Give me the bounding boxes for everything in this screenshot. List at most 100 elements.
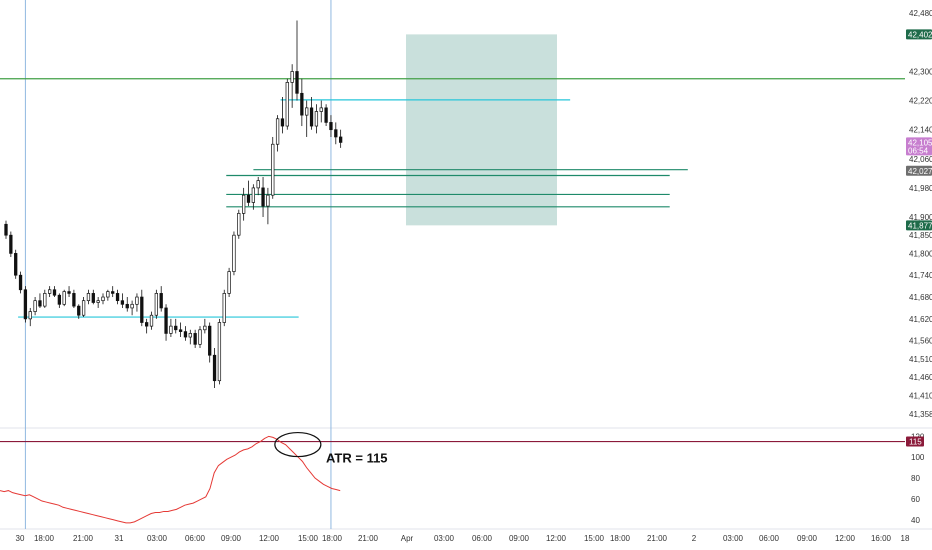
atr-value-badge-label: 115	[909, 438, 922, 447]
price-tick-label: 42,220	[909, 97, 932, 106]
candle-body	[62, 291, 66, 305]
price-tick-label: 41,410	[909, 391, 932, 400]
candle-body	[329, 122, 333, 131]
atr-highlight-ellipse	[274, 431, 322, 458]
candle-body	[52, 289, 57, 296]
atr-tick-label: 60	[911, 495, 920, 504]
candle-body	[193, 333, 197, 345]
time-tick-label: 03:00	[723, 534, 744, 543]
price-badge-label: 42,027	[908, 167, 932, 176]
price-tick-label: 41,740	[909, 271, 932, 280]
candle-body	[77, 305, 81, 316]
time-tick-label: 15:00	[298, 534, 319, 543]
time-tick-label: 06:00	[472, 534, 493, 543]
candle-body	[319, 107, 323, 112]
candle-body	[86, 293, 91, 302]
time-tick-label: 18:00	[610, 534, 631, 543]
candle-body	[203, 325, 207, 331]
price-tick-label: 42,480	[909, 9, 932, 18]
candle-body	[280, 118, 285, 127]
candle-body	[271, 143, 275, 196]
atr-line	[0, 435, 341, 524]
candle-body	[149, 314, 154, 327]
time-tick-label: 09:00	[797, 534, 818, 543]
time-tick-label: 21:00	[358, 534, 379, 543]
candle-body	[47, 289, 52, 294]
candle-body	[188, 333, 192, 338]
price-badge-label: 41,877	[908, 221, 932, 230]
candle-body	[38, 300, 42, 307]
candle-body	[256, 180, 260, 189]
time-tick-label: 30	[16, 534, 25, 543]
price-tick-label: 42,300	[909, 67, 932, 76]
candle-body	[111, 291, 115, 294]
candle-body	[314, 111, 319, 127]
time-tick-label: 2	[692, 534, 697, 543]
candle-body	[300, 92, 304, 116]
atr-tick-label: 80	[911, 474, 920, 483]
candle-body	[115, 293, 120, 302]
price-tick-label: 42,140	[909, 126, 932, 135]
candle-body	[198, 329, 202, 345]
price-tick-label: 41,358	[909, 410, 932, 419]
time-tick-label: 12:00	[259, 534, 280, 543]
candle-body	[232, 234, 236, 272]
candle-body	[4, 223, 8, 236]
candle-body	[96, 300, 100, 303]
price-tick-label: 41,900	[909, 213, 932, 222]
time-tick-label: 03:00	[434, 534, 455, 543]
time-tick-label: 21:00	[73, 534, 94, 543]
time-tick-label: 12:00	[546, 534, 567, 543]
candle-body	[28, 311, 32, 320]
price-badge	[906, 165, 932, 176]
time-tick-label: 03:00	[147, 534, 168, 543]
price-badge-label: 42,105	[908, 138, 932, 147]
candle-body	[145, 322, 149, 327]
candle-body	[251, 187, 256, 203]
candle-body	[159, 293, 163, 309]
candle-body	[183, 331, 188, 338]
candle-body	[266, 194, 270, 207]
candle-body	[106, 291, 110, 298]
price-tick-label: 41,560	[909, 337, 932, 346]
candle-body	[125, 303, 129, 309]
candle-body	[285, 82, 289, 127]
candle-body	[154, 293, 159, 316]
candle-body	[275, 118, 280, 145]
time-tick-label: 21:00	[647, 534, 668, 543]
candle-body	[261, 187, 265, 207]
candle-body	[324, 107, 328, 123]
price-badge	[906, 137, 932, 156]
candle-body	[130, 303, 134, 309]
price-tick-label: 41,460	[909, 373, 932, 382]
time-tick-label: 18:00	[322, 534, 343, 543]
candle-body	[91, 293, 95, 303]
candle-body	[164, 307, 168, 334]
price-tick-label: 41,620	[909, 315, 932, 324]
candle-body	[23, 289, 28, 320]
candle-body	[290, 71, 294, 83]
time-tick-label: 18	[901, 534, 910, 543]
candle-body	[57, 294, 61, 305]
atr-annotation: ATR = 115	[326, 450, 388, 465]
candle-body	[212, 354, 217, 382]
candle-body	[339, 136, 343, 143]
price-badge	[906, 29, 932, 40]
candle-body	[169, 325, 173, 334]
price-tick-label: 41,680	[909, 293, 932, 302]
time-tick-label: 09:00	[221, 534, 242, 543]
time-tick-label: 09:00	[509, 534, 530, 543]
price-badge	[906, 220, 932, 231]
candle-body	[334, 129, 338, 138]
time-tick-label: 18:00	[34, 534, 55, 543]
time-tick-label: 16:00	[871, 534, 892, 543]
candle-body	[81, 300, 86, 316]
time-tick-label: 06:00	[759, 534, 780, 543]
candle-body	[217, 322, 222, 382]
candle-body	[14, 253, 18, 276]
candle-body	[309, 107, 314, 127]
atr-value-badge	[906, 436, 924, 447]
candle-body	[67, 291, 71, 294]
